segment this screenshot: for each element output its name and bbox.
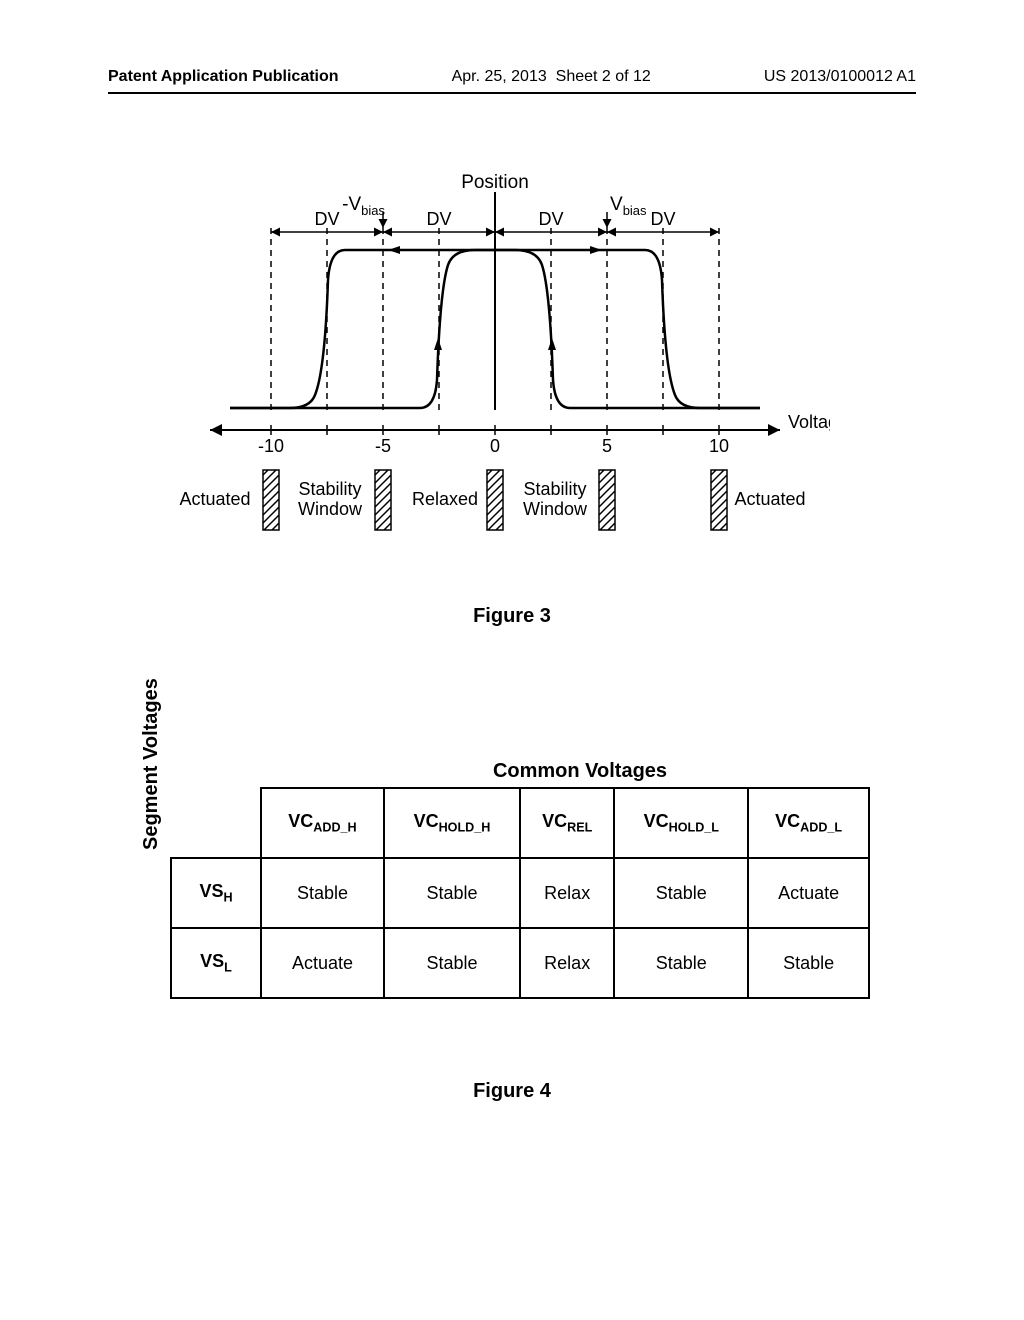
row-vs-l: VSL <box>171 928 261 998</box>
region-1: StabilityWindow <box>298 479 363 519</box>
segment-voltages-title: Segment Voltages <box>140 678 163 850</box>
voltage-axis-label: Voltage <box>788 412 830 432</box>
region-2: Relaxed <box>412 489 478 509</box>
header-date-sheet: Apr. 25, 2013 Sheet 2 of 12 <box>452 68 651 86</box>
header-pubno: US 2013/0100012 A1 <box>764 68 916 86</box>
page-header: Patent Application Publication Apr. 25, … <box>108 68 916 94</box>
cell: Stable <box>748 928 869 998</box>
col-vc-rel: VCREL <box>520 788 614 858</box>
dv-label-1: DV <box>314 209 339 229</box>
row-vs-h: VSH <box>171 858 261 928</box>
xtick-4: 10 <box>709 436 729 456</box>
xtick-1: -5 <box>375 436 391 456</box>
dv-label-3: DV <box>538 209 563 229</box>
col-vc-hold-h: VCHOLD_H <box>384 788 520 858</box>
xtick-2: 0 <box>490 436 500 456</box>
voltage-table: VCADD_H VCHOLD_H VCREL VCHOLD_L VCADD_L … <box>170 787 870 999</box>
col-vc-add-h: VCADD_H <box>261 788 384 858</box>
cell: Actuate <box>261 928 384 998</box>
neg-vbias-label: -Vbias <box>342 194 385 218</box>
cell: Relax <box>520 928 614 998</box>
figure-4: Common Voltages Segment Voltages VCADD_H… <box>170 760 870 999</box>
region-0: Actuated <box>179 489 250 509</box>
cell: Stable <box>384 858 520 928</box>
dv-label-2: DV <box>426 209 451 229</box>
common-voltages-title: Common Voltages <box>170 760 870 783</box>
cell: Stable <box>614 858 748 928</box>
xtick-3: 5 <box>602 436 612 456</box>
region-3: StabilityWindow <box>523 479 588 519</box>
dv-label-4: DV <box>650 209 675 229</box>
region-4: Actuated <box>734 489 805 509</box>
cell: Relax <box>520 858 614 928</box>
figure-3: Position -Vbias Vbias DV DV DV DV <box>160 170 830 580</box>
cell: Stable <box>614 928 748 998</box>
table-row: VSL Actuate Stable Relax Stable Stable <box>171 928 869 998</box>
cell: Stable <box>261 858 384 928</box>
xtick-0: -10 <box>258 436 284 456</box>
figure-4-caption: Figure 4 <box>0 1080 1024 1103</box>
col-vc-hold-l: VCHOLD_L <box>614 788 748 858</box>
cell: Actuate <box>748 858 869 928</box>
pos-vbias-label: Vbias <box>610 194 647 218</box>
col-vc-add-l: VCADD_L <box>748 788 869 858</box>
hysteresis-chart: Position -Vbias Vbias DV DV DV DV <box>160 170 830 580</box>
header-publication: Patent Application Publication <box>108 68 339 86</box>
cell: Stable <box>384 928 520 998</box>
figure-3-caption: Figure 3 <box>0 605 1024 628</box>
table-row: VSH Stable Stable Relax Stable Actuate <box>171 858 869 928</box>
position-label: Position <box>461 172 529 193</box>
